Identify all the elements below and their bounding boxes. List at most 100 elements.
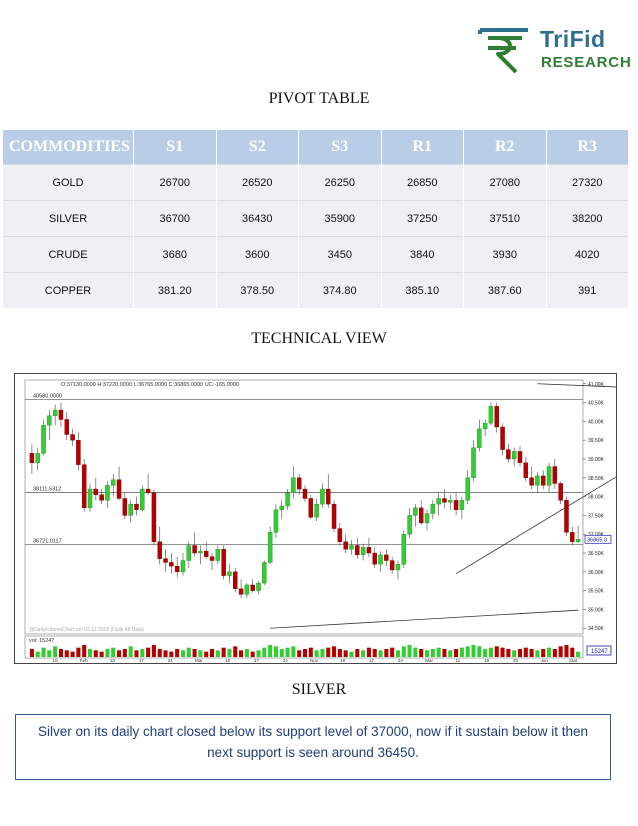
candle-body — [215, 549, 221, 561]
table-cell: 374.80 — [298, 272, 382, 308]
volume-bar — [244, 649, 249, 657]
volume-bar — [47, 650, 52, 657]
candle-body — [575, 539, 581, 542]
column-header-r1: R1 — [381, 130, 464, 165]
volume-bar — [547, 647, 552, 657]
chart-canvas: O:37130.0000 H:37220.0000 L:36765.0000 C… — [15, 374, 616, 663]
x-tick-label: Jun — [541, 658, 549, 663]
volume-bar — [302, 649, 308, 657]
x-tick-label: 10 — [110, 658, 116, 663]
volume-bar — [82, 645, 87, 657]
silver-description: Silver on its daily chart closed below i… — [15, 714, 611, 780]
candle-body — [529, 477, 534, 486]
volume-bar — [552, 649, 557, 657]
x-tick-label: 10 — [225, 658, 231, 663]
x-tick-label: Mar — [425, 658, 433, 663]
candle-body — [250, 584, 255, 591]
last-price-label: 36865.0 — [587, 537, 607, 543]
table-cell: 4020 — [546, 236, 629, 273]
candle-body — [70, 434, 75, 441]
volume-bar — [506, 649, 511, 657]
candle-body — [349, 545, 354, 550]
candle-body — [477, 428, 482, 448]
candle-body — [35, 453, 40, 463]
y-tick-label: 35.00K — [588, 607, 605, 613]
table-cell: 3450 — [298, 236, 382, 273]
x-tick-label: 17 — [139, 658, 145, 663]
candle-body — [360, 547, 366, 556]
volume-bar — [64, 650, 69, 657]
candle-body — [523, 462, 529, 478]
last-price-box — [584, 534, 612, 544]
candle-body — [221, 549, 226, 576]
candle-body — [180, 560, 186, 573]
candle-body — [93, 488, 99, 495]
volume-bar — [285, 647, 290, 657]
candle-body — [320, 488, 325, 505]
table-cell: 26250 — [298, 164, 382, 201]
volume-bar — [35, 651, 40, 657]
column-header-r3: R3 — [546, 130, 629, 165]
y-tick-label: 37.50K — [588, 513, 605, 519]
candle-body — [256, 582, 261, 591]
candle-body — [87, 488, 93, 509]
ohlc-header: O:37130.0000 H:37220.0000 L:36765.0000 C… — [61, 382, 239, 388]
level-label: 40580.0000 — [33, 394, 62, 400]
table-cell: 38200 — [546, 200, 629, 237]
candle-body — [140, 488, 145, 510]
candle-body — [430, 503, 436, 514]
candle-body — [99, 494, 104, 501]
y-tick-label: 35.50K — [588, 589, 605, 595]
volume-bar — [140, 649, 145, 657]
candle-body — [337, 528, 343, 542]
technical-view-heading: TECHNICAL VIEW — [251, 330, 387, 347]
candle-body — [552, 466, 558, 484]
candle-body — [81, 464, 87, 509]
volume-bar — [424, 650, 430, 657]
trendline — [455, 476, 616, 575]
volume-bar — [99, 651, 104, 657]
candle-body — [163, 558, 168, 563]
table-cell: 381.20 — [133, 272, 217, 308]
candle-body — [52, 409, 58, 416]
candle-body — [273, 509, 279, 533]
table-cell: 26700 — [133, 164, 217, 201]
volume-bar — [349, 651, 354, 657]
volume-bar — [209, 649, 215, 657]
candle-body — [401, 534, 407, 565]
candle-body — [535, 475, 540, 486]
table-row: SILVER 36700 36430 35900 37250 37510 382… — [3, 200, 629, 237]
volume-bar — [279, 649, 284, 657]
candle-body — [58, 409, 64, 420]
candle-body — [174, 565, 180, 573]
volume-bar — [221, 647, 226, 657]
volume-bar — [332, 646, 337, 657]
trendline — [537, 383, 616, 388]
candle-body — [355, 545, 360, 556]
volume-bar — [134, 650, 139, 657]
candle-body — [151, 492, 157, 542]
volume-bar — [529, 649, 534, 657]
volume-bar — [192, 649, 197, 657]
volume-bar — [186, 647, 191, 657]
candle-body — [511, 451, 517, 460]
commodity-name: SILVER — [3, 200, 134, 237]
volume-bar — [459, 647, 464, 657]
y-tick-label: 36.50K — [588, 551, 605, 557]
candle-body — [326, 488, 331, 505]
volume-bar — [337, 649, 342, 657]
candle-body — [122, 498, 128, 516]
volume-bar — [41, 647, 46, 657]
y-tick-label: 38.00K — [588, 495, 605, 501]
volume-bar — [239, 650, 244, 657]
candle-body — [64, 419, 70, 435]
volume-bar — [535, 650, 540, 657]
candle-body — [546, 466, 552, 486]
candle-body — [192, 545, 197, 554]
volume-bar — [320, 649, 325, 657]
table-cell: 37510 — [463, 200, 547, 237]
candlestick-chart: O:37130.0000 H:37220.0000 L:36765.0000 C… — [14, 373, 617, 664]
volume-bar — [151, 645, 156, 657]
plot-frame — [24, 379, 584, 635]
candle-body — [145, 488, 151, 494]
